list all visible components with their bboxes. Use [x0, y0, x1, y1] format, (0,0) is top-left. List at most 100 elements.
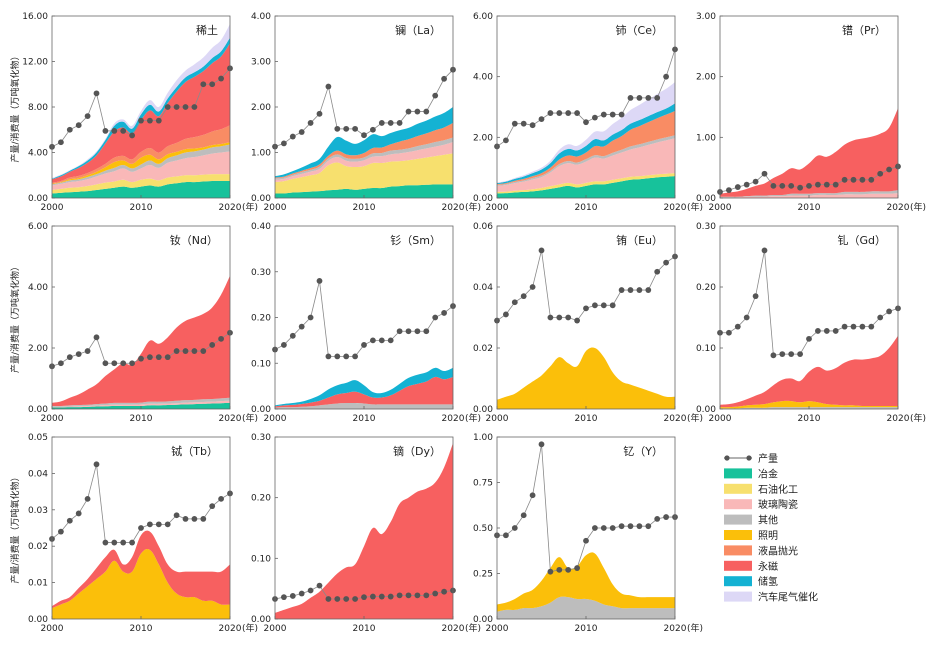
production-point [209, 342, 216, 348]
production-point [663, 514, 669, 520]
x-tick-label: 2000 [41, 624, 64, 634]
x-tick-label: 2010 [575, 624, 598, 634]
production-point [405, 108, 412, 115]
production-point [93, 461, 100, 468]
chart-panel: 0.00 2.00 4.00 6.00 2000 2010 2020 (年) 铈（Ce） [473, 12, 703, 213]
production-point [743, 181, 750, 188]
area-永磁 [275, 376, 453, 408]
x-unit-label: (年) [910, 201, 926, 213]
production-point [859, 323, 866, 330]
area-冶金 [497, 176, 675, 198]
production-point [520, 512, 527, 519]
production-point [529, 492, 536, 499]
production-point [102, 360, 109, 367]
production-point [423, 592, 430, 599]
panel-title: 钆（Gd） [837, 234, 886, 247]
panel-title: 铈（Ce） [616, 23, 663, 37]
panel-title: 铽（Tb） [171, 444, 218, 458]
y-tick-label: 0.30 [251, 268, 271, 278]
production-point [164, 521, 171, 528]
x-unit-label: (年) [465, 201, 481, 213]
y-tick-label: 0.04 [28, 469, 48, 479]
production-point [654, 95, 661, 101]
production-point [503, 532, 509, 539]
legend-label: 玻璃陶瓷 [758, 498, 798, 511]
y-tick-label: 0.03 [28, 506, 48, 516]
production-point [511, 120, 518, 127]
chart-panel: 0.00 0.02 0.04 0.06 2000 2010 2020 (年) 铕（Eu） [473, 222, 703, 424]
production-line [497, 444, 675, 573]
production-point [200, 516, 207, 522]
production-point [325, 83, 332, 90]
area-冶金 [275, 184, 453, 198]
production-point [511, 299, 518, 306]
area-其他 [497, 596, 675, 619]
x-unit-label: (年) [687, 622, 703, 634]
production-point [592, 525, 598, 531]
production-point [173, 104, 180, 110]
x-unit-label: (年) [910, 412, 926, 424]
x-tick-label: 2000 [486, 414, 509, 424]
production-point [405, 592, 412, 599]
x-tick-label: 2020 [442, 624, 465, 634]
production-point [414, 592, 421, 599]
x-tick-label: 2020 [887, 203, 910, 213]
production-point [281, 140, 287, 147]
production-point [636, 95, 643, 101]
x-unit-label: (年) [465, 622, 481, 634]
production-point [298, 323, 305, 330]
production-point [147, 354, 153, 361]
production-point [93, 90, 100, 97]
y-tick-label: 0.00 [251, 615, 271, 625]
production-point [352, 596, 358, 602]
x-tick-label: 2010 [353, 203, 376, 213]
x-tick-label: 2000 [41, 203, 64, 213]
legend-swatch [724, 576, 752, 587]
production-point [850, 323, 857, 330]
production-point [191, 516, 198, 522]
production-point [307, 120, 314, 126]
panel-title: 镝（Dy） [393, 444, 441, 458]
x-tick-label: 2000 [709, 414, 732, 424]
y-tick-label: 0.20 [251, 314, 271, 324]
production-point [93, 334, 100, 341]
production-point [734, 184, 741, 190]
production-point [129, 360, 136, 367]
y-tick-label: 0.00 [696, 405, 716, 415]
chart-panel: 0.00 2.00 4.00 6.00 2000 2010 2020 (年) 钕（Nd） 产量/消… [9, 222, 258, 424]
x-tick-label: 2000 [264, 624, 287, 634]
x-tick-label: 2010 [353, 624, 376, 634]
production-point [592, 302, 598, 309]
area-其他 [275, 402, 453, 409]
production-point [788, 182, 795, 189]
production-point [779, 351, 786, 357]
production-point [574, 317, 580, 324]
production-point [120, 127, 127, 134]
legend-label: 液晶抛光 [758, 544, 798, 557]
production-point [352, 125, 358, 132]
production-point [155, 117, 162, 124]
production-point [565, 566, 572, 573]
y-tick-label: 0.10 [696, 344, 716, 354]
area-玻璃陶瓷 [52, 400, 230, 408]
production-point [627, 287, 634, 293]
production-point [663, 73, 669, 80]
area-永磁 [275, 443, 453, 619]
production-point [583, 119, 589, 126]
production-point [779, 182, 786, 189]
production-point [58, 528, 64, 535]
legend-point-swatch [746, 455, 752, 461]
legend-swatch [724, 483, 752, 494]
legend-label: 永磁 [758, 560, 778, 573]
y-tick-label: 8.00 [28, 103, 48, 113]
production-point [75, 122, 82, 129]
production-point [645, 523, 652, 530]
y-tick-label: 0.25 [473, 570, 493, 580]
production-point [627, 95, 634, 101]
production-point [520, 120, 527, 127]
production-point [592, 114, 598, 121]
y-tick-label: 0.00 [251, 405, 271, 415]
production-point [111, 539, 118, 546]
x-tick-label: 2000 [486, 203, 509, 213]
